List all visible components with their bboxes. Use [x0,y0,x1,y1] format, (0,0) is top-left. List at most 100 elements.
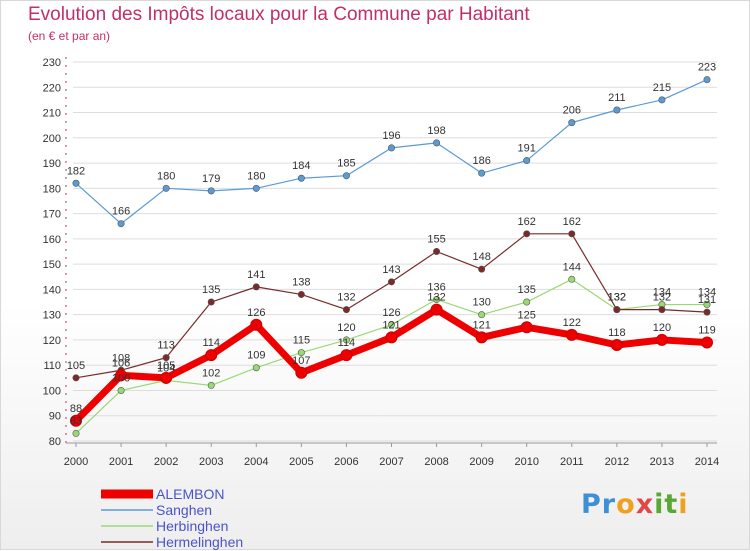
data-point-sanghen [252,184,260,192]
y-tick-label: 200 [43,133,61,145]
y-tick-label: 170 [43,209,61,221]
chart-title: Evolution des Impôts locaux pour la Comm… [28,4,530,25]
data-label-herbinghen: 104 [157,362,175,374]
data-point-herbinghen [72,429,80,437]
data-labels: 182 166 180 179 180 184 185 196 198 186 191 206 211 2… [67,62,716,428]
x-tick-label: 2008 [424,456,448,468]
data-point-hermelinghen [297,290,305,298]
x-tick-label: 2006 [334,456,358,468]
data-point-alembon [475,331,488,344]
data-label-hermelinghen: 105 [67,360,85,372]
data-label-hermelinghen: 138 [292,276,310,288]
data-point-sanghen [162,184,170,192]
data-label-hermelinghen: 132 [653,292,671,304]
x-tick-label: 2005 [289,456,313,468]
y-tick-label: 210 [43,108,61,120]
grid-lines [73,61,717,442]
data-point-herbinghen [433,296,441,304]
y-tick-label: 150 [43,259,61,271]
data-label-alembon: 121 [472,319,490,331]
y-tick-label: 160 [43,234,61,246]
data-point-alembon [295,366,308,379]
data-label-herbinghen: 134 [698,287,716,299]
legend-label-alembon: ALEMBON [156,486,224,502]
axes: 8090100110120130140150160170180190200210… [43,57,719,468]
data-point-alembon [565,328,578,341]
data-point-alembon [70,414,82,427]
data-point-herbinghen [252,364,260,372]
legend-label-sanghen: Sanghen [156,502,212,518]
y-tick-label: 130 [43,310,61,322]
y-tick-label: 80 [49,436,61,448]
x-tick-label: 2012 [605,456,629,468]
data-point-hermelinghen [703,308,711,316]
data-point-hermelinghen [252,283,260,291]
data-point-hermelinghen [478,265,486,273]
data-label-sanghen: 215 [653,82,671,94]
data-label-sanghen: 186 [472,155,490,167]
data-point-herbinghen [523,298,531,306]
data-point-hermelinghen [342,306,350,314]
data-label-alembon: 106 [112,357,130,369]
data-point-sanghen [523,157,531,165]
data-label-herbinghen: 102 [202,367,220,379]
data-point-hermelinghen [433,248,441,256]
data-point-hermelinghen [568,230,576,238]
data-point-herbinghen [342,336,350,344]
data-label-sanghen: 196 [382,130,400,142]
data-label-hermelinghen: 143 [382,264,400,276]
data-label-hermelinghen: 162 [518,216,536,228]
data-label-alembon: 121 [382,319,400,331]
data-label-herbinghen: 109 [247,350,265,362]
legend-label-herbinghen: Herbinghen [156,518,228,534]
data-point-alembon [385,331,398,344]
y-tick-label: 220 [43,82,61,94]
data-point-hermelinghen [207,298,215,306]
data-label-herbinghen: 132 [608,292,626,304]
data-point-herbinghen [207,381,215,389]
data-label-alembon: 114 [338,337,356,349]
chart-subtitle: (en € et par an) [28,29,111,43]
data-label-herbinghen: 134 [653,287,671,299]
data-label-sanghen: 211 [608,92,626,104]
data-label-sanghen: 180 [157,170,175,182]
data-point-alembon [160,371,173,384]
data-point-herbinghen [478,311,486,319]
data-point-hermelinghen [387,278,395,286]
data-label-herbinghen: 130 [472,297,490,309]
data-point-hermelinghen [613,306,621,314]
data-label-sanghen: 184 [292,160,310,172]
data-label-herbinghen: 135 [518,284,536,296]
data-point-hermelinghen [523,230,531,238]
data-point-hermelinghen [72,374,80,382]
y-tick-label: 90 [49,411,61,423]
x-tick-label: 2001 [109,456,133,468]
data-label-alembon: 132 [427,292,445,304]
data-label-herbinghen: 136 [427,282,445,294]
y-tick-label: 100 [43,385,61,397]
data-point-herbinghen [387,321,395,329]
data-label-alembon: 88 [70,403,82,415]
data-label-alembon: 114 [202,337,220,349]
data-label-hermelinghen: 135 [202,284,220,296]
data-point-alembon [655,333,668,346]
data-point-herbinghen [297,349,305,357]
data-point-sanghen [568,119,576,127]
data-label-sanghen: 166 [112,206,130,218]
data-point-alembon [250,318,263,331]
y-tick-label: 190 [43,158,61,170]
data-label-alembon: 125 [518,309,536,321]
data-point-sanghen [658,96,666,104]
data-label-hermelinghen: 141 [247,269,265,281]
data-point-alembon [115,369,128,382]
x-tick-label: 2011 [560,456,584,468]
data-point-hermelinghen [162,354,170,362]
data-label-hermelinghen: 132 [608,292,626,304]
data-label-alembon: 107 [292,355,310,367]
data-label-alembon: 120 [653,322,671,334]
data-point-alembon [205,349,218,362]
data-point-sanghen [613,106,621,114]
